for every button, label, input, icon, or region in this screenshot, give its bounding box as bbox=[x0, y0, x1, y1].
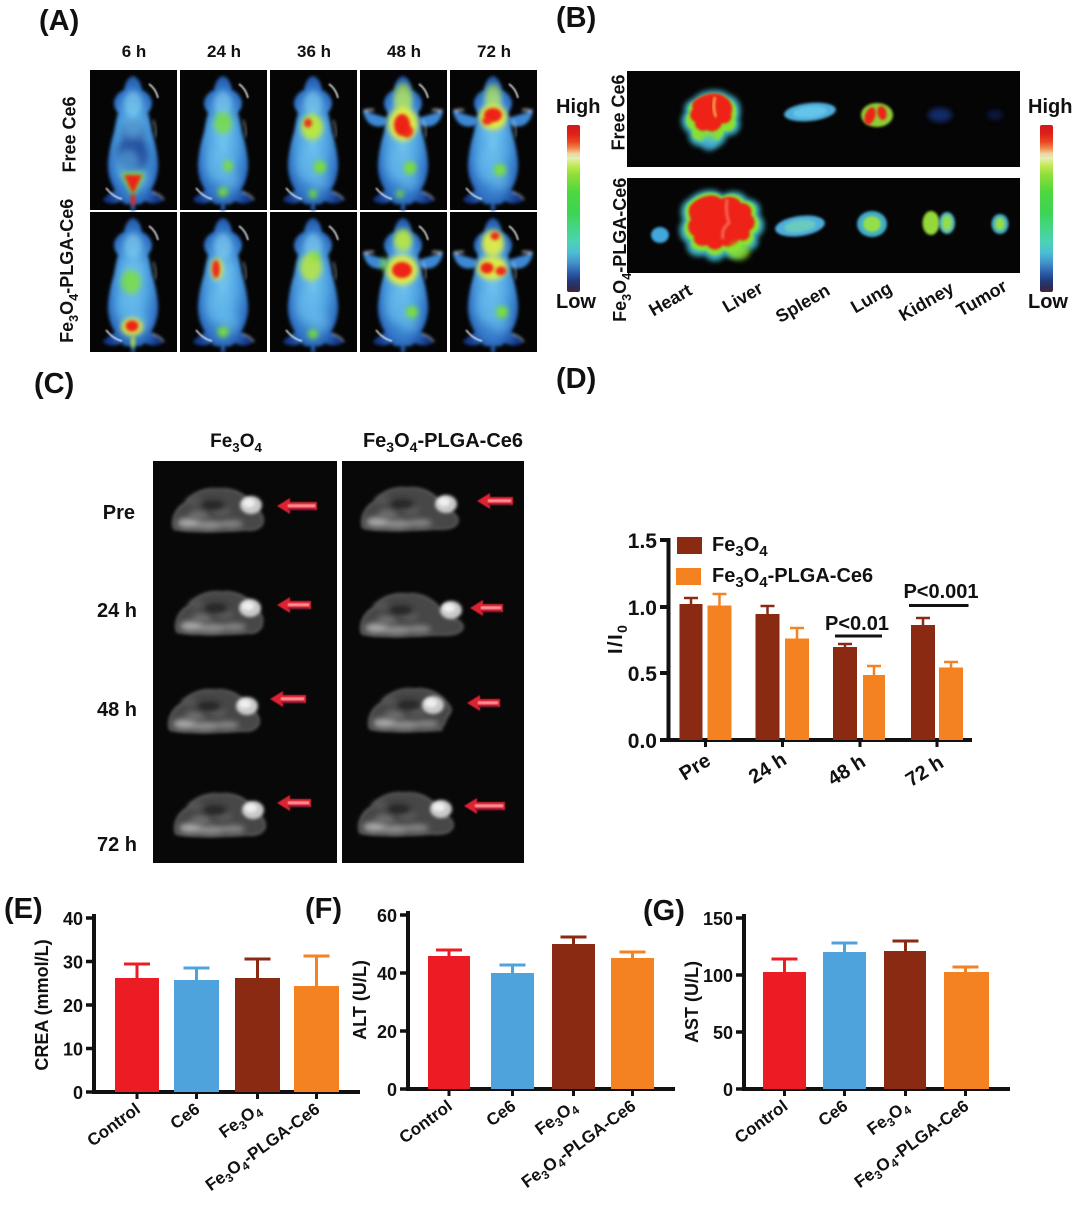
svg-text:Spleen: Spleen bbox=[772, 280, 833, 327]
svg-text:I/I0: I/I0 bbox=[605, 624, 630, 654]
svg-text:ALT (U/L): ALT (U/L) bbox=[350, 960, 370, 1040]
svg-text:0: 0 bbox=[73, 1083, 83, 1103]
svg-text:Fe3O4-PLGA-Ce6: Fe3O4-PLGA-Ce6 bbox=[851, 1096, 974, 1194]
svg-text:Ce6: Ce6 bbox=[167, 1099, 203, 1133]
svg-text:AST (U/L): AST (U/L) bbox=[682, 961, 702, 1043]
svg-text:Fe3O4: Fe3O4 bbox=[712, 534, 768, 560]
svg-text:Pre: Pre bbox=[676, 750, 715, 786]
svg-text:40: 40 bbox=[377, 964, 397, 984]
svg-text:Heart: Heart bbox=[645, 280, 695, 320]
svg-text:1.5: 1.5 bbox=[628, 530, 658, 553]
svg-text:150: 150 bbox=[703, 909, 733, 929]
svg-text:0: 0 bbox=[723, 1080, 733, 1100]
svg-text:P<0.001: P<0.001 bbox=[903, 581, 978, 603]
svg-text:30: 30 bbox=[63, 953, 83, 973]
svg-text:20: 20 bbox=[63, 996, 83, 1016]
svg-text:P<0.01: P<0.01 bbox=[825, 613, 889, 635]
svg-text:1.0: 1.0 bbox=[628, 597, 657, 620]
svg-text:0: 0 bbox=[387, 1080, 397, 1100]
svg-text:60: 60 bbox=[377, 906, 397, 926]
svg-text:Ce6: Ce6 bbox=[815, 1096, 851, 1130]
svg-text:50: 50 bbox=[713, 1023, 733, 1043]
svg-text:Kidney: Kidney bbox=[895, 278, 957, 325]
svg-text:Control: Control bbox=[84, 1099, 144, 1150]
svg-text:48 h: 48 h bbox=[824, 751, 870, 791]
svg-text:24 h: 24 h bbox=[745, 749, 791, 789]
svg-text:40: 40 bbox=[63, 909, 83, 929]
svg-text:Liver: Liver bbox=[719, 278, 766, 317]
svg-text:Control: Control bbox=[396, 1096, 456, 1147]
svg-text:10: 10 bbox=[63, 1040, 83, 1060]
svg-text:Lung: Lung bbox=[847, 278, 895, 317]
svg-text:0.0: 0.0 bbox=[628, 730, 657, 753]
svg-text:Ce6: Ce6 bbox=[483, 1096, 519, 1130]
svg-text:72 h: 72 h bbox=[902, 752, 948, 792]
svg-text:Tumor: Tumor bbox=[953, 276, 1010, 321]
svg-text:Fe3O4-PLGA-Ce6: Fe3O4-PLGA-Ce6 bbox=[712, 565, 873, 591]
svg-text:100: 100 bbox=[703, 966, 733, 986]
svg-text:Control: Control bbox=[731, 1096, 791, 1147]
svg-text:Fe3O4: Fe3O4 bbox=[864, 1096, 915, 1141]
svg-text:20: 20 bbox=[377, 1022, 397, 1042]
svg-text:0.5: 0.5 bbox=[628, 663, 658, 686]
svg-text:CREA (mmol/L): CREA (mmol/L) bbox=[32, 939, 52, 1070]
